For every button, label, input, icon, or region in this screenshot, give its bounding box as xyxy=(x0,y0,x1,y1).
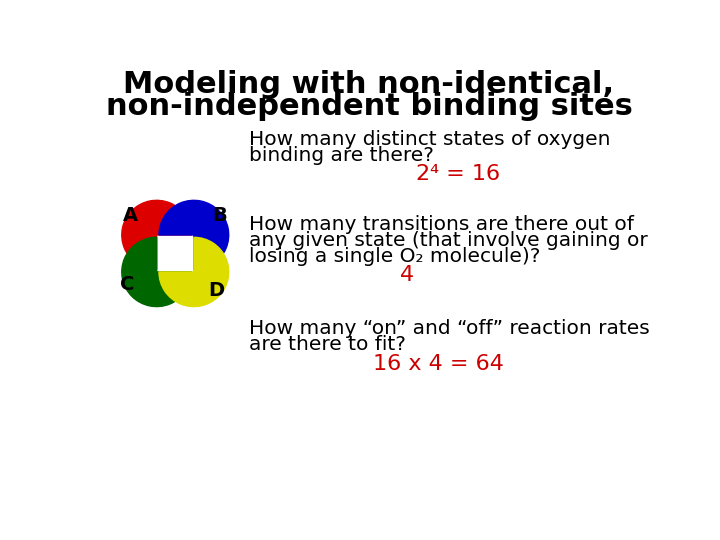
Wedge shape xyxy=(159,200,229,269)
Text: B: B xyxy=(212,206,228,225)
Text: D: D xyxy=(209,281,225,300)
Wedge shape xyxy=(159,237,229,307)
Text: 4: 4 xyxy=(400,265,414,285)
Text: 2⁴ = 16: 2⁴ = 16 xyxy=(415,164,500,184)
Wedge shape xyxy=(122,200,192,269)
Text: C: C xyxy=(120,274,134,294)
Text: How many distinct states of oxygen: How many distinct states of oxygen xyxy=(249,130,611,149)
Text: How many “on” and “off” reaction rates: How many “on” and “off” reaction rates xyxy=(249,319,649,338)
Text: are there to fit?: are there to fit? xyxy=(249,335,406,354)
Text: binding are there?: binding are there? xyxy=(249,146,433,165)
Text: Modeling with non-identical,: Modeling with non-identical, xyxy=(123,70,615,99)
Text: losing a single O₂ molecule)?: losing a single O₂ molecule)? xyxy=(249,247,540,266)
Text: How many transitions are there out of: How many transitions are there out of xyxy=(249,215,634,234)
Text: 16 x 4 = 64: 16 x 4 = 64 xyxy=(373,354,504,374)
Text: any given state (that involve gaining or: any given state (that involve gaining or xyxy=(249,231,647,250)
Text: A: A xyxy=(123,206,138,225)
Wedge shape xyxy=(122,237,192,307)
Text: non-independent binding sites: non-independent binding sites xyxy=(106,92,632,121)
